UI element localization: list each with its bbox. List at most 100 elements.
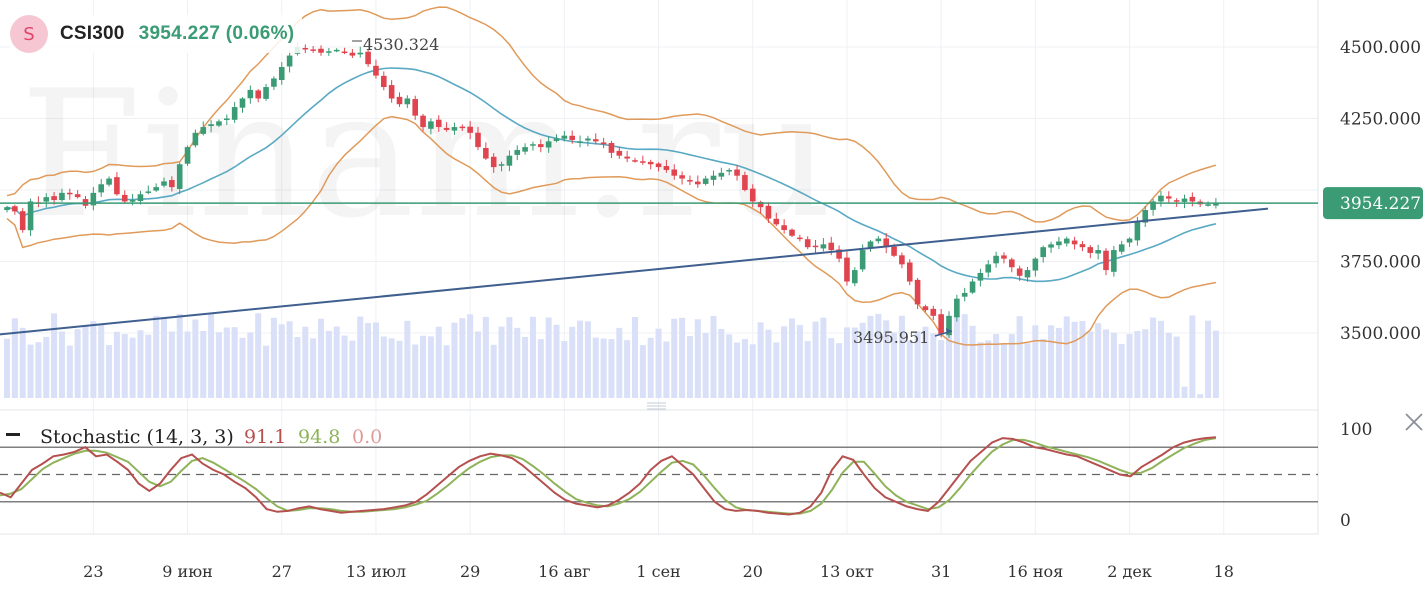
volume-bar (372, 322, 379, 398)
volume-bar (82, 326, 89, 398)
volume-bar (349, 340, 356, 398)
volume-bar (1173, 336, 1180, 398)
candle-body (1142, 210, 1149, 223)
volume-bar (113, 331, 120, 398)
candle-body (553, 138, 560, 141)
volume-bar (1142, 329, 1149, 398)
volume-bar (608, 339, 615, 398)
candle-body (875, 238, 882, 242)
high-annotation: 4530.324 (363, 35, 439, 54)
candle-body (530, 144, 536, 146)
candle-body (396, 96, 403, 105)
volume-bar (553, 324, 560, 398)
volume-bar (883, 320, 890, 398)
candle-body (1205, 204, 1211, 206)
volume-bar (836, 343, 843, 398)
candle-body (153, 187, 159, 191)
volume-bar (592, 337, 599, 398)
volume-bar (726, 334, 733, 398)
low-pointer-head (946, 328, 952, 334)
bollinger-lower-line (6, 115, 1217, 346)
candle-body (1134, 221, 1141, 241)
candle-body (247, 89, 254, 99)
volume-bar (812, 321, 819, 398)
volume-bar (765, 329, 772, 398)
candle-body (844, 257, 850, 282)
candle-body (632, 160, 638, 162)
volume-bar (66, 345, 73, 398)
candle-body (930, 308, 937, 316)
candle-body (624, 156, 630, 159)
candle-body (4, 207, 10, 211)
candle-body (208, 124, 214, 127)
volume-bar (773, 342, 780, 398)
volume-bar (1103, 329, 1109, 398)
candle-body (326, 51, 332, 53)
candle-body (993, 255, 999, 264)
candle-body (545, 141, 552, 148)
volume-bar (647, 337, 654, 398)
candle-body (19, 211, 26, 231)
candle-body (1024, 270, 1031, 278)
candle-body (702, 178, 709, 184)
candle-body (592, 139, 599, 142)
volume-bar (1118, 343, 1125, 398)
time-axis-label: 13 окт (820, 562, 874, 581)
volume-bar (1063, 316, 1070, 398)
candle-body (483, 147, 489, 159)
volume-bar (388, 338, 395, 398)
candle-body (742, 175, 748, 190)
candle-body (1103, 250, 1109, 271)
candle-body (216, 121, 222, 126)
candle-body (600, 142, 607, 145)
volume-bar (482, 316, 489, 398)
volume-bar (624, 340, 631, 398)
candle-body (1009, 259, 1015, 268)
candle-body (569, 135, 575, 140)
volume-bar (286, 321, 293, 398)
volume-bar (938, 340, 945, 398)
candle-body (804, 239, 811, 248)
candle-body (773, 218, 780, 225)
volume-bar (616, 327, 623, 398)
volume-bar (1079, 321, 1086, 398)
volume-bar (993, 334, 1000, 398)
symbol-logo[interactable]: S (10, 15, 48, 53)
watermark: Finam.ru (20, 54, 832, 257)
volume-bar (828, 338, 835, 398)
volume-bar (1024, 343, 1031, 398)
volume-bar (58, 331, 65, 398)
volume-bar (639, 345, 646, 398)
trend-line (0, 207, 1269, 336)
candle-body (781, 225, 787, 231)
price-axis-label: 4250.000 (1340, 110, 1421, 130)
symbol-name[interactable]: CSI300 (60, 23, 125, 44)
candle-body (1095, 250, 1101, 254)
candle-body (231, 107, 238, 120)
stochastic-k-value: 91.1 (244, 426, 286, 448)
candle-body (459, 126, 466, 129)
volume-bar (1134, 330, 1141, 398)
stochastic-label: Stochastic (14, 3, 3) (40, 426, 234, 448)
candle-body (59, 192, 65, 200)
volume-bar (679, 317, 686, 398)
volume-bar (176, 313, 183, 398)
volume-bar (1165, 332, 1172, 398)
candle-body (255, 90, 261, 99)
time-axis-label: 27 (272, 562, 292, 581)
volume-bar (718, 328, 725, 398)
volume-bar (215, 332, 222, 398)
volume-bar (137, 330, 144, 398)
volume-bar (663, 341, 670, 398)
last-price-label: 3954.227 (1340, 194, 1421, 214)
volume-bar (710, 315, 717, 398)
volume-bar (11, 318, 18, 398)
candle-body (1048, 244, 1054, 248)
close-indicator-icon[interactable] (1402, 410, 1426, 434)
price-axis-label: 4500.000 (1340, 38, 1421, 58)
volume-bar (467, 314, 474, 398)
time-axis-label: 31 (931, 562, 951, 581)
stochastic-d-value: 94.8 (298, 426, 340, 448)
candle-body (443, 127, 450, 130)
